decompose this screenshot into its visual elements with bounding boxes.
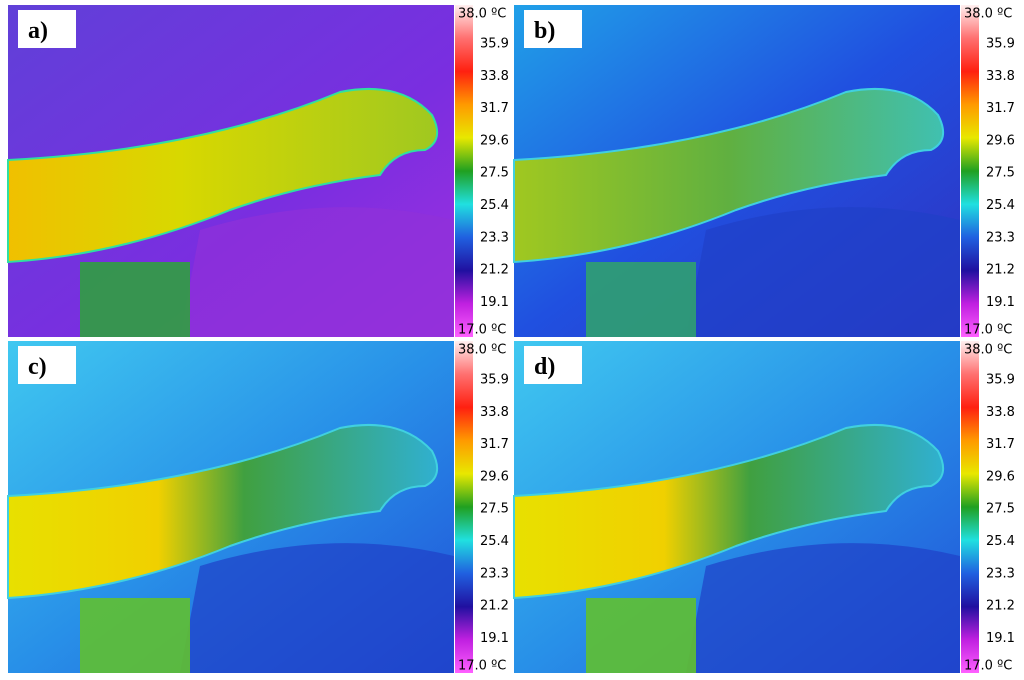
scale-min: 17.0 ºC [458,323,506,338]
arm [7,87,439,264]
scale-min: 17.0 ºC [458,659,506,674]
label-box [18,10,76,48]
arm [513,423,945,600]
scale-tick: 21.2 [986,263,1015,278]
scale-tick: 33.8 [986,405,1015,420]
scale-tick: 35.9 [480,373,509,388]
scale-max: 38.0 ºC [458,343,506,358]
scale-tick: 25.4 [480,534,509,549]
scale-tick: 27.5 [986,502,1015,517]
table-surface [686,543,960,673]
box [586,598,696,673]
scale-tick: 33.8 [480,69,509,84]
thermal-image [7,341,454,673]
scale-tick: 25.4 [986,198,1015,213]
table-surface [180,543,454,673]
scale-max: 38.0 ºC [458,7,506,22]
scale-tick: 23.3 [480,230,509,245]
scale-tick: 33.8 [986,69,1015,84]
arm [513,87,945,264]
scale-max: 38.0 ºC [964,7,1012,22]
scale-tick: 19.1 [986,295,1015,310]
scale-tick: 31.7 [986,101,1015,116]
scale-tick: 29.6 [986,133,1015,148]
scale-tick: 25.4 [986,534,1015,549]
colorbar [961,341,979,673]
scale-max: 38.0 ºC [964,343,1012,358]
thermal-image [7,5,454,337]
panel-label: d) [534,354,555,380]
scale-min: 17.0 ºC [964,323,1012,338]
scale-tick: 29.6 [480,133,509,148]
scale-tick: 19.1 [480,631,509,646]
panel-label: c) [28,354,47,380]
scale-tick: 19.1 [986,631,1015,646]
scale-tick: 27.5 [986,166,1015,181]
box [80,598,190,673]
scale-tick: 33.8 [480,405,509,420]
scale-tick: 27.5 [480,166,509,181]
panel: d) 38.0 ºC 35.9 33.8 31.7 29.6 27.5 25.4 23.3 21.… [513,341,1015,674]
thermal-image [513,341,960,673]
scale-tick: 31.7 [480,101,509,116]
scale-tick: 19.1 [480,295,509,310]
panel: b) 38.0 ºC 35.9 33.8 31.7 29.6 27.5 25.4 23.3 21.… [513,5,1015,338]
scale-tick: 29.6 [986,469,1015,484]
thermal-image [513,5,960,337]
scale-tick: 23.3 [986,566,1015,581]
scale-tick: 25.4 [480,198,509,213]
table-surface [180,207,454,337]
table-surface [686,207,960,337]
colorbar [961,5,979,337]
panel: c) 38.0 ºC 35.9 33.8 31.7 29.6 27.5 25.4 23.3 21.… [7,341,509,674]
scale-tick: 35.9 [986,373,1015,388]
scale-tick: 35.9 [986,37,1015,52]
scale-tick: 35.9 [480,37,509,52]
panel-label: b) [534,18,555,44]
label-box [18,346,76,384]
scale-tick: 31.7 [986,437,1015,452]
scale-tick: 29.6 [480,469,509,484]
scale-tick: 21.2 [480,599,509,614]
scale-tick: 21.2 [480,263,509,278]
panel-label: a) [28,18,48,44]
colorbar [455,341,473,673]
box [586,262,696,337]
label-box [524,10,582,48]
scale-tick: 27.5 [480,502,509,517]
scale-tick: 23.3 [480,566,509,581]
label-box [524,346,582,384]
scale-tick: 23.3 [986,230,1015,245]
arm [7,423,439,600]
box [80,262,190,337]
scale-min: 17.0 ºC [964,659,1012,674]
scale-tick: 21.2 [986,599,1015,614]
colorbar [455,5,473,337]
panel: a) 38.0 ºC 35.9 33.8 31.7 29.6 27.5 25.4 23.3 21.… [7,5,509,338]
scale-tick: 31.7 [480,437,509,452]
